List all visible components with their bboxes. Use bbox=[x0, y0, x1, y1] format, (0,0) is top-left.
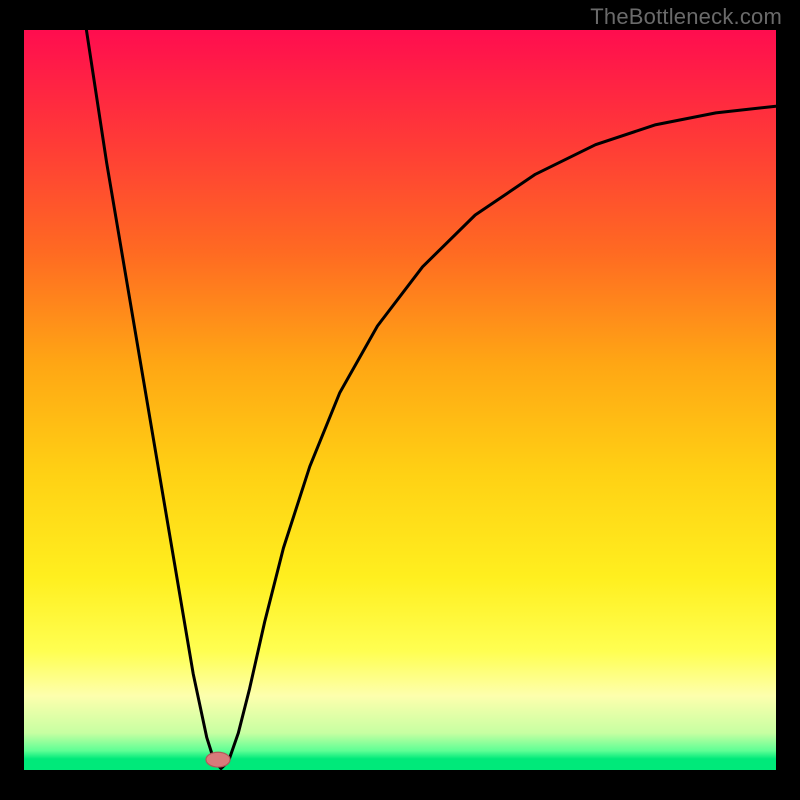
attribution-label: TheBottleneck.com bbox=[590, 4, 782, 30]
chart-plot bbox=[24, 30, 776, 770]
optimum-marker bbox=[206, 752, 230, 767]
gradient-background bbox=[24, 30, 776, 770]
chart-container: TheBottleneck.com bbox=[0, 0, 800, 800]
